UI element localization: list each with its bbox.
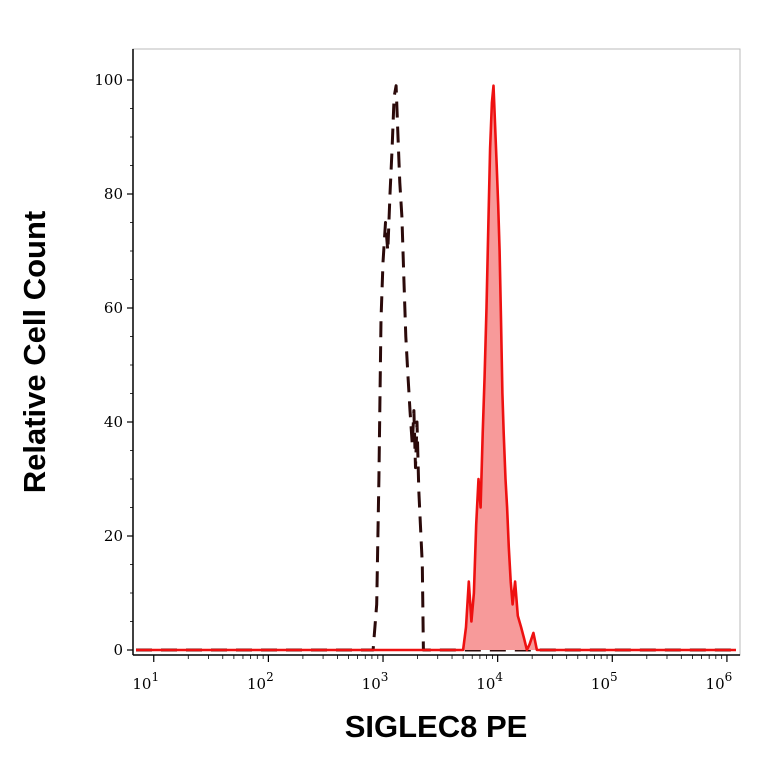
y-axis-ticks: 0 20 40 60 80 100 — [94, 71, 133, 659]
y-tick-label: 20 — [104, 527, 123, 545]
series-fill-1 — [136, 85, 736, 650]
x-axis-ticks: 101 102 103 104 105 106 — [132, 655, 732, 693]
x-tick-label: 104 — [476, 670, 503, 693]
plot-frame — [132, 48, 741, 656]
series-line-0 — [136, 84, 736, 652]
y-tick-label: 100 — [94, 71, 123, 89]
x-tick-label: 105 — [591, 670, 618, 693]
y-tick-label: 0 — [113, 641, 123, 659]
y-axis-title: Relative Cell Count — [17, 211, 52, 494]
x-tick-label: 103 — [362, 670, 389, 693]
y-tick-label: 80 — [104, 185, 123, 203]
x-tick-label: 106 — [706, 670, 733, 693]
series-line-1 — [136, 84, 736, 652]
x-tick-label: 102 — [247, 670, 274, 693]
y-tick-label: 40 — [104, 413, 123, 431]
series-layer — [136, 84, 736, 652]
x-axis-title: SIGLEC8 PE — [345, 709, 528, 744]
x-tick-label: 101 — [132, 670, 159, 693]
y-tick-label: 60 — [104, 299, 123, 317]
